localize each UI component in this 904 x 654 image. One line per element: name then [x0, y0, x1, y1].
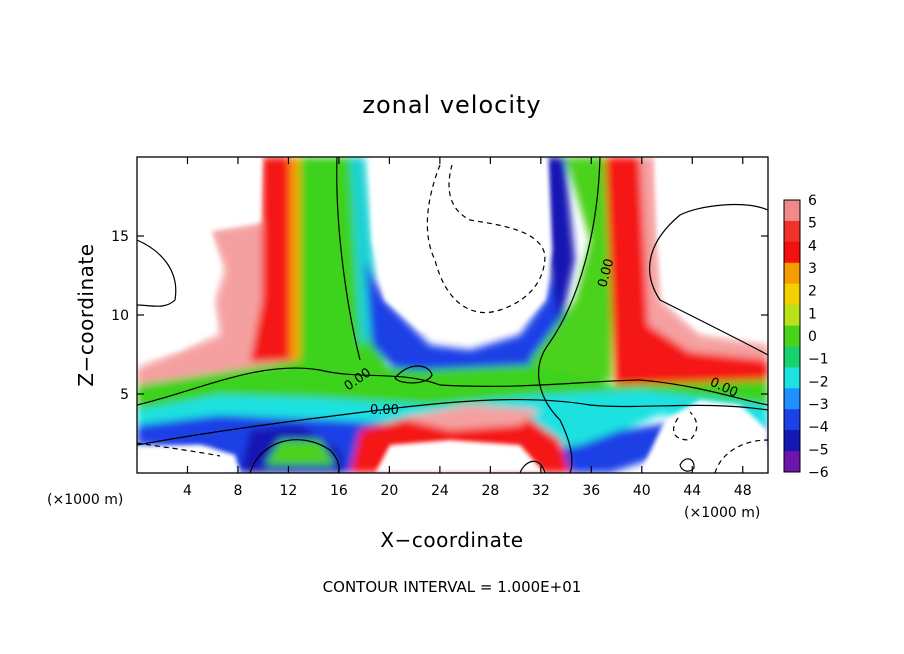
green-column-right — [530, 157, 612, 390]
colorbar-swatch — [784, 262, 800, 285]
colorbar-swatch — [784, 283, 800, 306]
colorbar-swatch — [784, 346, 800, 368]
colorbar-label: −1 — [808, 352, 829, 368]
colorbar-swatch — [784, 220, 800, 243]
pink-inflow-bottom — [400, 405, 540, 430]
colorbar-label: −6 — [808, 465, 829, 481]
zero-region-top-center — [370, 157, 552, 340]
velocity-field — [137, 157, 768, 473]
y-axis-label: Z−coordinate — [74, 243, 98, 386]
x-tick-label: 24 — [431, 483, 449, 499]
y-tick-label: 10 — [111, 308, 129, 324]
x-axis: 4 8 12 16 20 24 28 32 36 40 44 48 — [183, 157, 752, 499]
zero-region-top-right — [655, 157, 768, 340]
x-tick-label: 4 — [183, 483, 192, 499]
x-tick-label: 32 — [532, 483, 550, 499]
colorbar-label: −5 — [808, 442, 829, 458]
x-tick-label: 28 — [481, 483, 499, 499]
x-tick-label: 16 — [330, 483, 348, 499]
colorbar-swatch — [784, 451, 800, 473]
colorbar-label: 5 — [808, 216, 817, 232]
x-tick-label: 44 — [683, 483, 701, 499]
y-tick-label: 15 — [111, 229, 129, 245]
green-column-left — [300, 157, 400, 395]
colorbar-swatch — [784, 430, 800, 452]
x-unit-right: (×1000 m) — [684, 505, 760, 521]
colorbar-label: 0 — [808, 329, 817, 345]
colorbar-frame — [783, 199, 801, 473]
x-tick-label: 40 — [633, 483, 651, 499]
colorbar-swatch — [784, 304, 800, 327]
positive-plume-right — [605, 157, 768, 385]
blue-column-left — [365, 260, 560, 380]
contour-lines — [137, 157, 768, 473]
colorbar-label: 4 — [808, 238, 817, 254]
colorbar-label: 6 — [808, 193, 817, 209]
colorbar-label: 3 — [808, 261, 817, 277]
x-tick-label: 20 — [380, 483, 398, 499]
contour-label: 0.00 — [595, 257, 617, 289]
colorbar-label: −2 — [808, 374, 829, 390]
blue-column-right — [545, 157, 575, 330]
colorbar-swatch — [784, 200, 800, 222]
chart-title: zonal velocity — [362, 91, 541, 119]
pink-plume-right — [640, 157, 768, 360]
contour-label: 0.00 — [370, 403, 399, 418]
zero-region-bottom-right — [640, 400, 768, 473]
contour-lines-negative — [137, 164, 768, 473]
x-unit-left: (×1000 m) — [47, 492, 123, 508]
contour-interval-note: CONTOUR INTERVAL = 1.000E+01 — [323, 578, 582, 596]
zero-region-top-left — [137, 157, 262, 360]
colorbar-swatch — [784, 367, 800, 389]
y-tick-label: 5 — [120, 387, 129, 403]
colorbar-swatch — [784, 409, 800, 431]
zero-region-bottom-left — [137, 445, 240, 473]
colorbar-label: 2 — [808, 284, 817, 300]
x-tick-label: 36 — [582, 483, 600, 499]
colorbar-swatch — [784, 325, 800, 347]
x-tick-label: 48 — [734, 483, 752, 499]
x-tick-label: 8 — [233, 483, 242, 499]
x-tick-label: 12 — [280, 483, 298, 499]
colorbar-swatch — [784, 241, 800, 264]
green-core-lower-left — [265, 440, 335, 465]
x-axis-label: X−coordinate — [380, 528, 523, 552]
y-axis: 5 10 15 — [111, 229, 768, 403]
colorbar: 6 5 4 3 2 1 0 −1 −2 −3 −4 −5 −6 — [783, 193, 829, 481]
colorbar-swatch — [784, 388, 800, 410]
colorbar-label: 1 — [808, 306, 817, 322]
colorbar-label: −3 — [808, 397, 829, 413]
zero-region-bottom-center — [375, 440, 545, 473]
colorbar-label: −4 — [808, 420, 829, 436]
